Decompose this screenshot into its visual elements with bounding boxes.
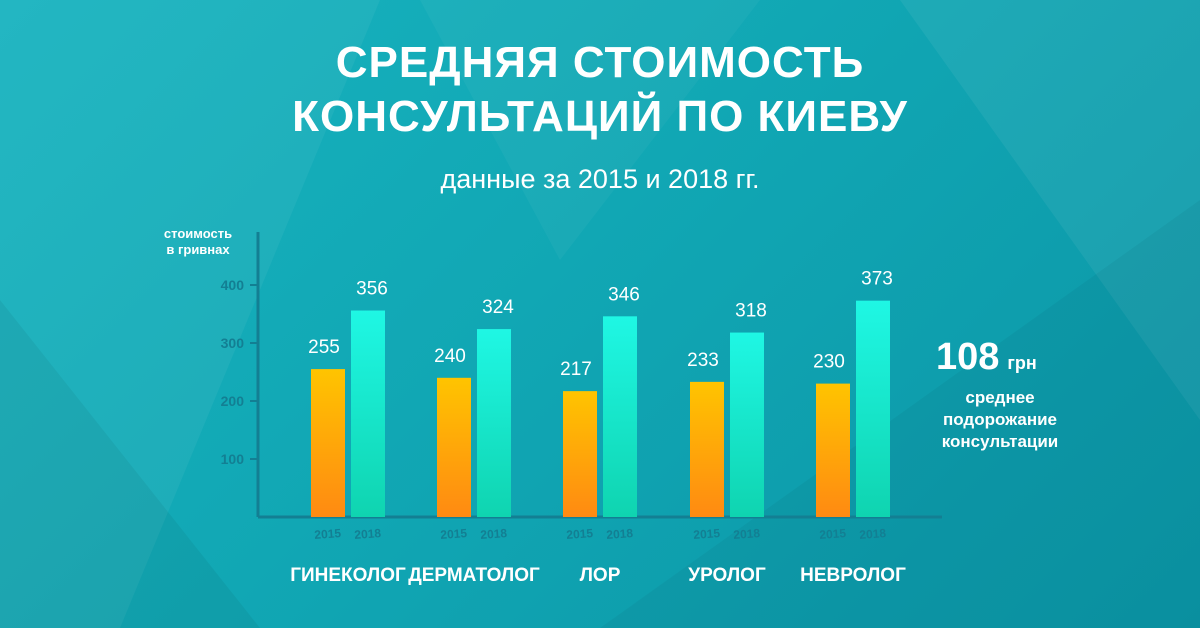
series-year-label: 2015: [314, 526, 342, 542]
callout-unit: грн: [1007, 353, 1037, 373]
y-axis-label-line-1: стоимость: [163, 226, 233, 241]
category-label-urologist: УРОЛОГ: [688, 565, 766, 586]
series-year-label: 2015: [440, 526, 468, 542]
data-label-ent-2015: 217: [560, 359, 592, 380]
data-label-gynecologist-2015: 255: [308, 337, 340, 358]
bar-ent-2015: [563, 391, 597, 517]
category-label-dermatologist: ДЕРМАТОЛОГ: [408, 565, 540, 586]
data-label-neurologist-2015: 230: [813, 352, 845, 373]
series-year-label: 2018: [733, 526, 761, 542]
bar-dermatologist-2018: [477, 329, 511, 517]
series-year-label: 2018: [606, 526, 634, 542]
series-year-label: 2015: [566, 526, 594, 542]
callout-number: 108: [936, 336, 1000, 378]
callout-value: 108 грн: [936, 336, 1037, 379]
data-label-gynecologist-2018: 356: [356, 279, 388, 300]
category-label-ent: ЛОР: [579, 565, 621, 586]
chart-title-line-1: СРЕДНЯЯ СТОИМОСТЬ: [335, 38, 865, 87]
data-label-dermatologist-2015: 240: [434, 346, 466, 367]
bar-neurologist-2015: [816, 383, 850, 517]
chart-subtitle: данные за 2015 и 2018 гг.: [440, 164, 760, 194]
data-label-neurologist-2018: 373: [861, 269, 893, 290]
bar-gynecologist-2015: [311, 369, 345, 517]
y-axis-label-line-2: в гривнах: [166, 242, 230, 257]
data-label-urologist-2015: 233: [687, 350, 719, 371]
y-tick-label: 300: [221, 335, 245, 351]
series-year-label: 2018: [859, 526, 887, 542]
chart-title-line-2: КОНСУЛЬТАЦИЙ ПО КИЕВУ: [292, 92, 908, 141]
bar-urologist-2015: [690, 381, 724, 517]
category-label-neurologist: НЕВРОЛОГ: [800, 565, 906, 586]
data-label-dermatologist-2018: 324: [482, 297, 514, 318]
bar-ent-2018: [603, 316, 637, 517]
y-tick-label: 100: [221, 451, 245, 467]
callout-text-line-1: среднее: [965, 388, 1035, 407]
y-tick-label: 400: [221, 277, 245, 293]
y-axis-label: стоимость в гривнах: [143, 226, 253, 258]
series-year-label: 2018: [480, 526, 508, 542]
series-year-label: 2018: [354, 526, 382, 542]
callout-text-line-2: подорожание: [942, 410, 1058, 429]
callout-text-line-3: консультации: [941, 432, 1059, 451]
data-label-urologist-2018: 318: [735, 301, 767, 322]
series-year-label: 2015: [693, 526, 721, 542]
bar-dermatologist-2015: [437, 377, 471, 517]
bar-urologist-2018: [730, 332, 764, 517]
series-year-label: 2015: [819, 526, 847, 542]
category-label-gynecologist: ГИНЕКОЛОГ: [290, 565, 406, 586]
bar-neurologist-2018: [856, 300, 890, 517]
data-label-ent-2018: 346: [608, 284, 640, 305]
callout-text: среднее подорожание консультации: [920, 387, 1080, 453]
bar-gynecologist-2018: [351, 310, 385, 517]
y-tick-label: 200: [221, 393, 245, 409]
